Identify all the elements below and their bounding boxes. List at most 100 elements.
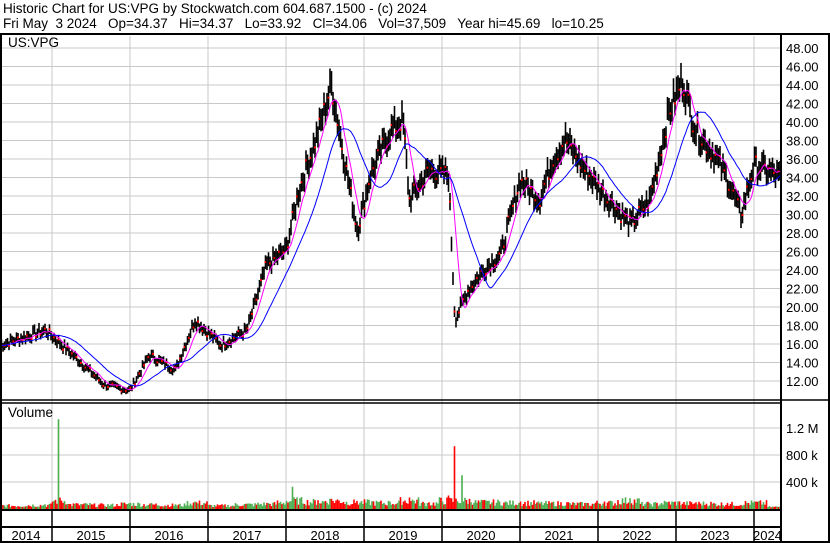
volume-bar: [317, 500, 319, 509]
price-close-mark: [584, 169, 586, 172]
price-close-mark: [395, 130, 397, 133]
volume-bar: [33, 506, 36, 509]
volume-bar: [767, 507, 769, 509]
volume-bar: [629, 498, 631, 509]
volume-bar: [87, 505, 90, 509]
price-close-mark: [327, 96, 330, 99]
price-close-mark: [593, 175, 595, 178]
price-close-mark: [476, 276, 478, 279]
year-label: 2020: [467, 528, 496, 543]
volume-bar: [455, 498, 457, 509]
price-close-mark: [408, 197, 411, 200]
volume-bar: [293, 497, 295, 509]
volume-bar: [197, 503, 199, 509]
price-close-mark: [318, 117, 321, 120]
volume-bar: [483, 499, 486, 509]
volume-bar: [53, 500, 55, 509]
price-close-mark: [188, 336, 190, 339]
volume-bar: [170, 506, 172, 509]
year-label: 2014: [12, 528, 41, 543]
volume-bar: [365, 502, 367, 509]
volume-bar: [366, 499, 369, 509]
volume-bar: [533, 500, 535, 509]
volume-bar: [14, 506, 16, 509]
volume-bar: [275, 504, 277, 509]
volume-bar: [521, 505, 523, 509]
volume-bar: [551, 502, 553, 509]
volume-bar: [512, 500, 514, 509]
volume-bar: [212, 507, 214, 509]
volume-bar: [633, 499, 636, 509]
volume-bar: [20, 506, 22, 509]
moving-average-long: [0, 111, 781, 387]
volume-bar: [24, 506, 27, 509]
volume-bar: [755, 501, 757, 509]
volume-bar: [422, 501, 424, 509]
price-close-mark: [215, 337, 217, 340]
volume-bar: [164, 505, 166, 509]
volume-bar: [591, 503, 594, 509]
volume-bar: [374, 505, 376, 509]
volume-bar: [759, 500, 762, 509]
volume-bar: [678, 501, 681, 509]
volume-bar: [495, 502, 498, 509]
volume-bar: [15, 506, 18, 509]
price-close-mark: [237, 330, 240, 333]
volume-bar: [279, 501, 282, 509]
volume-bar: [693, 503, 696, 509]
volume-bar: [113, 506, 115, 509]
price-close-mark: [615, 207, 618, 210]
volume-bar: [666, 502, 669, 509]
volume-bar: [537, 501, 540, 509]
volume-bar: [83, 503, 85, 509]
volume-bar: [345, 501, 348, 509]
volume-bar: [327, 504, 330, 509]
volume-bar: [2, 505, 4, 509]
volume-bar: [432, 502, 435, 509]
price-close-mark: [197, 320, 199, 323]
volume-bar: [93, 503, 96, 509]
price-close-mark: [255, 298, 258, 301]
price-close-mark: [507, 215, 510, 218]
volume-bar: [734, 506, 736, 509]
volume-bar: [462, 501, 465, 509]
volume-bar: [752, 502, 754, 509]
volume-bar: [108, 506, 111, 509]
price-close-mark: [701, 143, 703, 146]
volume-bar: [284, 504, 286, 509]
price-close-mark: [467, 289, 469, 292]
price-close-mark: [107, 386, 109, 389]
price-close-mark: [597, 182, 600, 185]
volume-bar: [698, 501, 700, 509]
volume-bar: [404, 500, 406, 509]
volume-bar: [318, 503, 321, 509]
price-close-mark: [282, 251, 285, 254]
volume-bar: [399, 497, 402, 509]
volume-bar: [716, 506, 718, 509]
volume-tick-label: 400 k: [786, 475, 818, 490]
volume-bar: [641, 501, 643, 509]
volume-bar: [632, 504, 634, 509]
volume-bar: [738, 505, 741, 509]
volume-label: Volume: [8, 405, 54, 420]
volume-bar: [294, 499, 297, 509]
volume-bar: [428, 502, 430, 509]
price-close-mark: [8, 344, 10, 347]
price-close-mark: [737, 198, 739, 201]
volume-bar: [222, 505, 225, 509]
volume-bar: [179, 503, 181, 509]
volume-bar: [171, 503, 174, 509]
price-close-mark: [336, 124, 339, 127]
volume-bar: [251, 503, 253, 509]
volume-bar: [135, 505, 138, 509]
price-close-mark: [192, 326, 195, 329]
volume-bar: [266, 502, 268, 509]
volume-bar: [246, 503, 249, 509]
volume-bar: [104, 506, 106, 509]
volume-bar: [375, 500, 378, 509]
volume-bar: [189, 503, 192, 509]
volume-bar: [434, 505, 436, 509]
volume-bar: [450, 498, 453, 509]
volume-bar: [332, 500, 334, 509]
volume-bar: [608, 501, 610, 509]
